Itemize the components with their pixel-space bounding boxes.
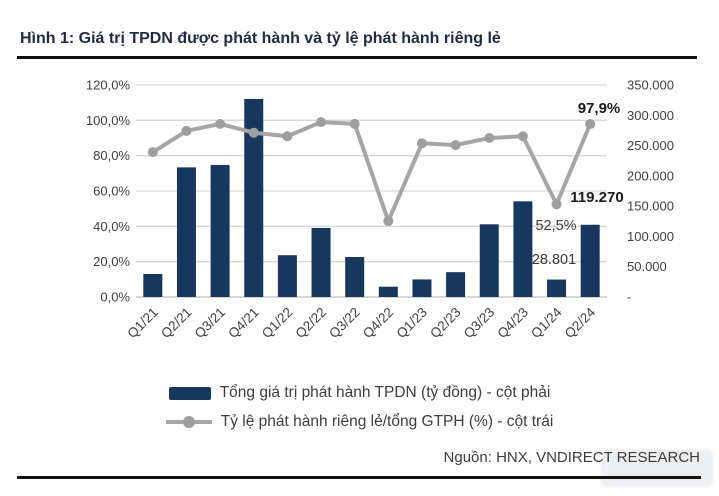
figure-title: Hình 1: Giá trị TPDN được phát hành và t… (20, 30, 501, 47)
right-axis-tick: 50.000 (627, 259, 667, 274)
line-point-q2-21 (181, 125, 192, 136)
bar-q1-22 (277, 255, 297, 297)
right-axis-tick: - (627, 290, 631, 305)
x-axis-label: Q2/21 (158, 305, 195, 342)
line-series (150, 120, 593, 224)
bar-q3-21 (210, 164, 230, 297)
right-axis-tick: 300.000 (627, 108, 674, 123)
legend-item-bars: Tổng giá trị phát hành TPDN (tỷ đồng) - … (168, 384, 551, 402)
bar-q4-22 (378, 286, 398, 297)
data-label: 97,9% (578, 100, 621, 117)
right-axis-tick: 200.000 (627, 168, 674, 183)
line-series-swatch-icon (165, 416, 212, 428)
x-axis-label: Q2/24 (562, 304, 599, 341)
data-label: 28.801 (532, 252, 576, 268)
bar-q3-23 (479, 224, 499, 297)
x-axis-label: Q1/24 (528, 304, 565, 341)
left-axis-tick: 80,0% (93, 148, 130, 163)
watermark (601, 449, 713, 487)
bar-q2-24 (580, 224, 600, 297)
x-axis-label: Q4/21 (225, 305, 262, 342)
legend-item-line: Tỷ lệ phát hành riêng lẻ/tổng GTPH (%) -… (165, 413, 554, 431)
bar-q3-22 (345, 257, 365, 297)
bar-q4-23 (513, 201, 533, 297)
source-credit: Nguồn: HNX, VNDIRECT RESEARCH (443, 449, 700, 466)
right-axis-tick: 350.000 (627, 78, 674, 93)
line-point-q3-22 (349, 118, 360, 129)
x-axis-label: Q4/23 (494, 305, 531, 342)
bottom-rule (17, 476, 701, 479)
left-axis-tick: 0,0% (100, 290, 130, 305)
bar-q2-21 (176, 167, 196, 297)
line-point-q4-23 (517, 131, 528, 142)
line-point-q1-23 (416, 138, 427, 149)
line-point-q1-22 (282, 131, 293, 142)
chart-legend: Tổng giá trị phát hành TPDN (tỷ đồng) - … (0, 384, 719, 431)
x-axis-label: Q2/22 (293, 305, 330, 342)
bar-series-swatch-icon (168, 386, 211, 400)
x-axis-label: Q4/22 (360, 305, 397, 342)
bar-q4-21 (244, 98, 264, 297)
line-point-q1-24 (551, 199, 562, 210)
x-axis-label: Q1/21 (124, 305, 161, 342)
line-point-q1-21 (147, 147, 158, 158)
line-point-q3-23 (484, 133, 495, 143)
right-axis-tick: 100.000 (627, 229, 674, 244)
x-axis-label: Q3/21 (192, 305, 229, 342)
bar-q1-24 (547, 279, 567, 297)
title-rule (17, 56, 697, 59)
x-axis-label: Q1/23 (393, 305, 430, 342)
bar-q1-23 (412, 279, 432, 297)
bar-q2-23 (446, 272, 466, 297)
left-axis-tick: 40,0% (93, 219, 130, 234)
right-axis-tick: 150.000 (627, 199, 674, 214)
legend-label-bars: Tổng giá trị phát hành TPDN (tỷ đồng) - … (219, 384, 551, 401)
right-axis-tick: 250.000 (627, 138, 674, 153)
line-point-q4-22 (383, 216, 394, 227)
data-label: 52,5% (535, 218, 576, 234)
left-axis-tick: 100,0% (86, 113, 131, 128)
line-marker-icon (182, 416, 195, 428)
x-axis-label: Q1/22 (259, 305, 296, 342)
left-axis-tick: 20,0% (93, 254, 130, 269)
left-axis-tick: 120,0% (86, 78, 131, 93)
bar-q2-22 (311, 227, 331, 297)
x-axis-label: Q3/23 (461, 305, 498, 342)
legend-label-line: Tỷ lệ phát hành riêng lẻ/tổng GTPH (%) -… (220, 413, 554, 430)
line-point-q3-21 (215, 118, 226, 129)
line-point-q2-24 (585, 119, 596, 130)
x-axis-label: Q2/23 (427, 305, 464, 342)
data-label: 119.270 (570, 189, 623, 206)
line-point-q2-23 (450, 140, 461, 151)
x-axis-label: Q3/22 (326, 305, 363, 342)
line-point-q2-22 (316, 117, 327, 128)
line-point-q4-21 (248, 127, 259, 138)
left-axis-tick: 60,0% (93, 184, 130, 199)
bar-q1-21 (143, 273, 163, 297)
